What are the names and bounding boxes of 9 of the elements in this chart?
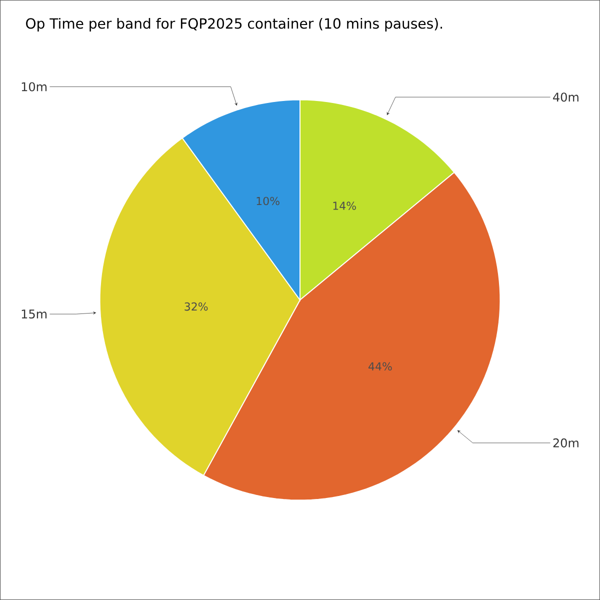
slice-label: 15m	[22, 310, 47, 319]
chart-title: Op Time per band for FQP2025 container (10 mins pauses).	[26, 18, 442, 32]
slice-label: 20m	[553, 438, 578, 448]
data-label: 32%	[184, 302, 208, 311]
data-label: 14%	[333, 202, 356, 210]
slice-label: 10m	[22, 82, 47, 92]
data-label: 44%	[368, 362, 392, 371]
slice-label: 40m	[553, 92, 578, 102]
data-label: 10%	[256, 196, 280, 206]
